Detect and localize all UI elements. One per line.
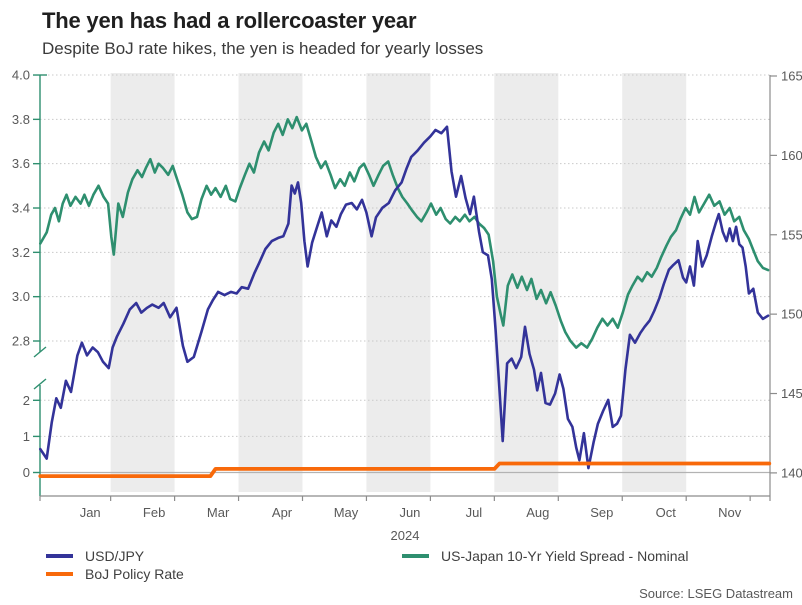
gridlines [40, 74, 770, 474]
right-axis-tick-label: 140 [781, 465, 802, 480]
x-month-label: Oct [656, 505, 677, 520]
left-axis-tick-label: 2.8 [12, 334, 30, 349]
axis-labels: 4.0 3.8 3.6 3.4 3.2 3.0 2.8 2 1 0 165 160 155 150 145 1… [12, 68, 802, 543]
month-band [366, 73, 431, 492]
x-month-label: Jan [80, 505, 101, 520]
x-year-label: 2024 [391, 528, 420, 543]
axis-break-mark [33, 378, 47, 390]
right-axis-tick-label: 165 [781, 69, 802, 84]
x-month-label: Jul [466, 505, 483, 520]
x-month-label: Sep [590, 505, 613, 520]
legend-item-spread: US-Japan 10-Yr Yield Spread - Nominal [402, 548, 688, 564]
legend-row-2: BoJ Policy Rate [0, 566, 802, 584]
boj-line [38, 461, 772, 478]
left-axis-tick-label: 3.8 [12, 112, 30, 127]
right-axis-tick-label: 150 [781, 307, 802, 322]
left-axis-tick-label: 1 [23, 429, 30, 444]
left-axis-tick-label: 2 [23, 393, 30, 408]
right-axis-tick-label: 160 [781, 148, 802, 163]
left-axis-tick-label: 3.4 [12, 201, 30, 216]
left-axis-tick-label: 3.0 [12, 289, 30, 304]
x-month-label: Apr [272, 505, 293, 520]
month-band [110, 73, 175, 492]
boj-line-swatch [46, 572, 73, 576]
legend-label-spread: US-Japan 10-Yr Yield Spread - Nominal [441, 548, 689, 564]
right-axis-tick-label: 155 [781, 227, 802, 242]
legend-item-usdjpy: USD/JPY [46, 548, 144, 564]
left-axis-tick-label: 3.6 [12, 156, 30, 171]
legend-item-boj: BoJ Policy Rate [46, 566, 184, 582]
legend-label-boj: BoJ Policy Rate [85, 566, 184, 582]
month-bands [110, 73, 687, 492]
left-axis-tick-label: 4.0 [12, 68, 30, 83]
axis-break-mark [33, 346, 47, 358]
series-usdjpy-line [39, 125, 770, 470]
left-axis-tick-label: 3.2 [12, 245, 30, 260]
usdjpy-line-swatch [46, 554, 73, 558]
x-month-label: Feb [143, 505, 165, 520]
legend-label-usdjpy: USD/JPY [85, 548, 145, 564]
legend-row-1: USD/JPY US-Japan 10-Yr Yield Spread - No… [0, 548, 802, 566]
x-month-label: Nov [718, 505, 742, 520]
left-axis-tick-label: 0 [23, 465, 30, 480]
x-month-label: Jun [399, 505, 420, 520]
page-subtitle: Despite BoJ rate hikes, the yen is heade… [42, 39, 484, 58]
x-month-label: Aug [526, 505, 549, 520]
month-band [622, 73, 687, 492]
spread-line-swatch [402, 554, 429, 558]
x-month-label: May [334, 505, 359, 520]
source-credit: Source: LSEG Datastream [639, 586, 793, 601]
x-month-label: Mar [207, 505, 230, 520]
right-axis-tick-label: 145 [781, 386, 802, 401]
page-title: The yen has had a rollercoaster year [42, 8, 417, 33]
series-boj-line [38, 461, 772, 478]
month-band [238, 73, 303, 492]
usdjpy-line [39, 125, 770, 470]
